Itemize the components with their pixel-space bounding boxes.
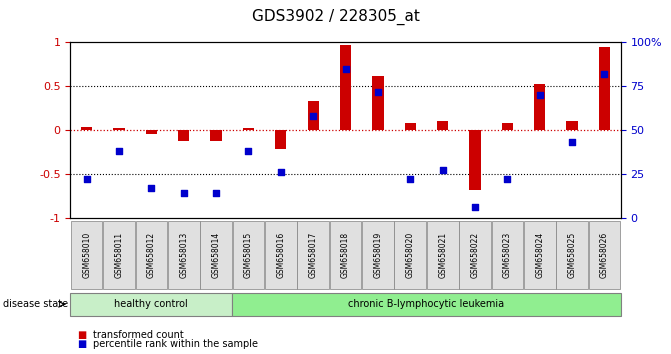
Point <box>340 66 351 72</box>
Bar <box>372 76 384 130</box>
Bar <box>81 127 93 130</box>
Text: GSM658011: GSM658011 <box>115 232 123 278</box>
Point <box>146 185 157 191</box>
Point <box>178 190 189 196</box>
Text: GSM658026: GSM658026 <box>600 232 609 278</box>
Text: GSM658016: GSM658016 <box>276 232 285 278</box>
Point <box>308 113 319 119</box>
Bar <box>307 101 319 130</box>
Text: chronic B-lymphocytic leukemia: chronic B-lymphocytic leukemia <box>348 299 505 309</box>
Text: GSM658018: GSM658018 <box>341 232 350 278</box>
Bar <box>566 121 578 130</box>
Text: healthy control: healthy control <box>115 299 189 309</box>
Bar <box>211 130 221 141</box>
Point <box>437 167 448 173</box>
Bar <box>146 130 157 135</box>
Bar <box>275 130 287 149</box>
Bar <box>113 129 125 130</box>
Text: GSM658019: GSM658019 <box>374 232 382 278</box>
Text: ■: ■ <box>77 330 87 339</box>
Text: GSM658014: GSM658014 <box>211 232 221 278</box>
Bar <box>178 130 189 141</box>
Text: GSM658022: GSM658022 <box>470 232 480 278</box>
Point <box>599 71 610 77</box>
Bar <box>599 47 610 130</box>
Text: GSM658023: GSM658023 <box>503 232 512 278</box>
Bar <box>243 129 254 130</box>
Text: GDS3902 / 228305_at: GDS3902 / 228305_at <box>252 8 419 25</box>
Bar <box>502 123 513 130</box>
Text: GSM658017: GSM658017 <box>309 232 317 278</box>
Point <box>470 204 480 210</box>
Text: percentile rank within the sample: percentile rank within the sample <box>93 339 258 349</box>
Point <box>567 139 578 145</box>
Text: disease state: disease state <box>3 299 68 309</box>
Bar <box>469 130 480 190</box>
Point <box>534 92 545 98</box>
Text: GSM658020: GSM658020 <box>406 232 415 278</box>
Text: GSM658010: GSM658010 <box>82 232 91 278</box>
Bar <box>405 123 416 130</box>
Bar <box>340 45 351 130</box>
Text: GSM658012: GSM658012 <box>147 232 156 278</box>
Point <box>243 148 254 154</box>
Text: transformed count: transformed count <box>93 330 183 339</box>
Bar <box>437 121 448 130</box>
Point <box>81 176 92 182</box>
Text: GSM658025: GSM658025 <box>568 232 576 278</box>
Text: GSM658015: GSM658015 <box>244 232 253 278</box>
Text: GSM658024: GSM658024 <box>535 232 544 278</box>
Point <box>502 176 513 182</box>
Point <box>276 169 287 175</box>
Bar <box>534 84 546 130</box>
Point <box>372 89 383 95</box>
Point <box>405 176 415 182</box>
Point <box>113 148 124 154</box>
Text: ■: ■ <box>77 339 87 349</box>
Text: GSM658013: GSM658013 <box>179 232 189 278</box>
Point <box>211 190 221 196</box>
Text: GSM658021: GSM658021 <box>438 232 447 278</box>
